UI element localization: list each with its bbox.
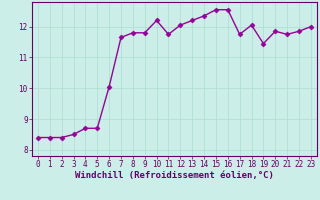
X-axis label: Windchill (Refroidissement éolien,°C): Windchill (Refroidissement éolien,°C) [75,171,274,180]
